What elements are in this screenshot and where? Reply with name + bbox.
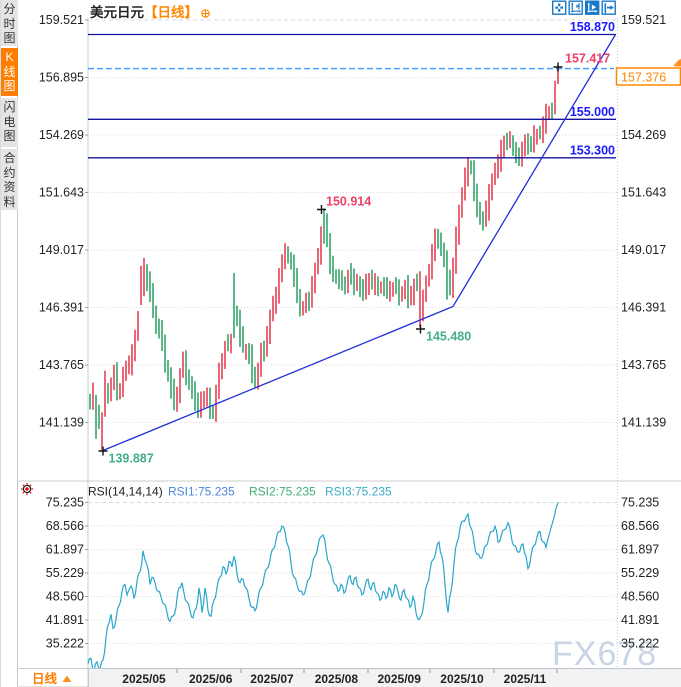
svg-text:68.566: 68.566 [46, 519, 84, 533]
svg-text:143.765: 143.765 [39, 358, 84, 372]
svg-text:141.139: 141.139 [39, 416, 84, 430]
svg-text:2025/08: 2025/08 [315, 672, 359, 686]
svg-text:159.521: 159.521 [39, 13, 84, 27]
svg-text:151.643: 151.643 [621, 186, 666, 200]
svg-text:RSI3:75.235: RSI3:75.235 [325, 485, 392, 499]
svg-text:2025/10: 2025/10 [440, 672, 484, 686]
svg-text:41.891: 41.891 [46, 613, 84, 627]
svg-text:157.376: 157.376 [621, 71, 666, 85]
svg-text:146.391: 146.391 [39, 301, 84, 315]
svg-text:48.560: 48.560 [46, 590, 84, 604]
svg-text:41.891: 41.891 [621, 613, 659, 627]
svg-text:RSI(14,14,14): RSI(14,14,14) [88, 485, 163, 499]
svg-text:68.566: 68.566 [621, 519, 659, 533]
svg-text:143.765: 143.765 [621, 358, 666, 372]
svg-text:55.229: 55.229 [621, 566, 659, 580]
svg-text:158.870: 158.870 [570, 20, 615, 34]
svg-text:139.887: 139.887 [109, 452, 154, 466]
svg-text:日线: 日线 [32, 671, 58, 686]
svg-text:61.897: 61.897 [46, 543, 84, 557]
svg-text:RSI2:75.235: RSI2:75.235 [249, 485, 316, 499]
svg-text:35.222: 35.222 [621, 637, 659, 651]
svg-text:RSI1:75.235: RSI1:75.235 [168, 485, 235, 499]
svg-text:149.017: 149.017 [39, 243, 84, 257]
svg-text:2025/06: 2025/06 [189, 672, 233, 686]
svg-text:141.139: 141.139 [621, 416, 666, 430]
svg-text:2025/05: 2025/05 [122, 672, 166, 686]
svg-text:151.643: 151.643 [39, 186, 84, 200]
svg-text:156.895: 156.895 [39, 71, 84, 85]
svg-text:48.560: 48.560 [621, 590, 659, 604]
svg-text:154.269: 154.269 [39, 128, 84, 142]
svg-text:75.235: 75.235 [46, 496, 84, 510]
svg-text:FX678: FX678 [552, 635, 657, 673]
svg-text:75.235: 75.235 [621, 496, 659, 510]
svg-text:145.480: 145.480 [426, 330, 471, 344]
svg-text:2025/09: 2025/09 [378, 672, 422, 686]
svg-text:153.300: 153.300 [570, 143, 615, 157]
svg-text:2025/11: 2025/11 [504, 672, 547, 686]
svg-text:35.222: 35.222 [46, 637, 84, 651]
svg-text:155.000: 155.000 [570, 105, 615, 119]
svg-text:61.897: 61.897 [621, 543, 659, 557]
svg-text:150.914: 150.914 [326, 195, 371, 209]
svg-text:157.417: 157.417 [565, 52, 610, 66]
svg-text:2025/07: 2025/07 [250, 672, 294, 686]
svg-text:154.269: 154.269 [621, 128, 666, 142]
svg-text:159.521: 159.521 [621, 13, 666, 27]
svg-text:55.229: 55.229 [46, 566, 84, 580]
svg-text:146.391: 146.391 [621, 301, 666, 315]
svg-text:149.017: 149.017 [621, 243, 666, 257]
